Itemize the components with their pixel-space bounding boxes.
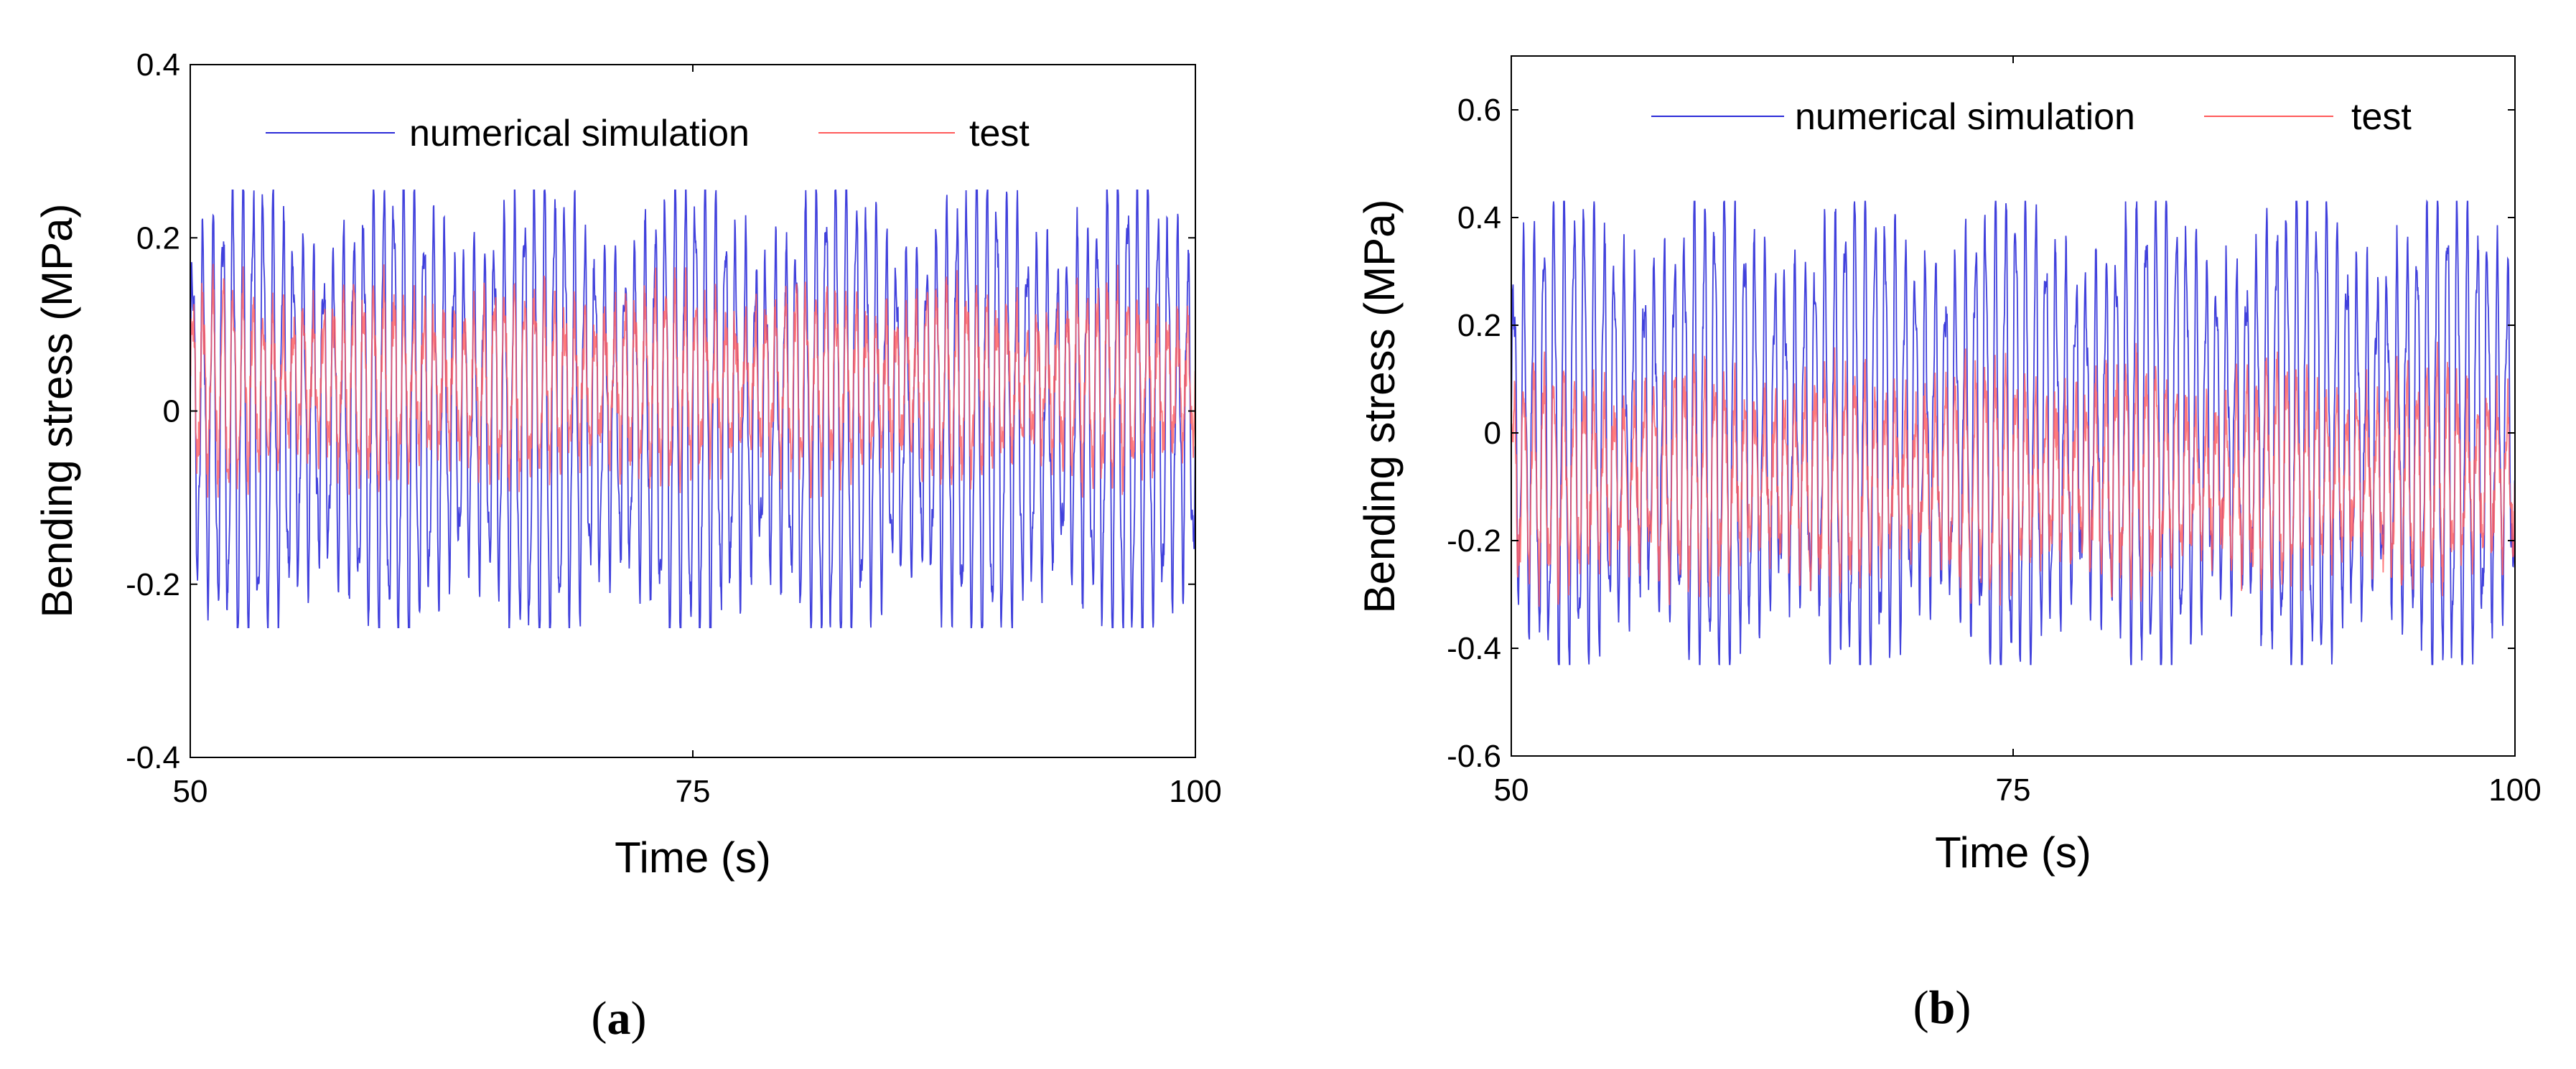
chart-panel-a: -0.4 -0.2 0 0.2 0.4 50 75 100 Time (s) B… <box>0 0 1285 1069</box>
panel-b-xtick-label: 75 <box>1996 772 2031 808</box>
panel-a-x-ticks <box>190 65 1196 757</box>
panel-a-xtick-label: 75 <box>676 774 711 809</box>
panel-a-ytick-label: 0 <box>163 394 180 429</box>
panel-b-x-axis-label: Time (s) <box>1935 828 2091 877</box>
panel-a-x-axis-label: Time (s) <box>615 834 771 882</box>
panel-a-ytick-label: 0.2 <box>136 220 180 256</box>
panel-a-legend-label-numerical-simulation: numerical simulation <box>409 113 750 154</box>
panel-a-series-layer <box>190 190 1196 628</box>
panel-b-ytick-label: 0.2 <box>1457 308 1501 343</box>
panel-a-xtick-label: 100 <box>1169 774 1221 809</box>
panel-a-caption-close: ) <box>631 992 647 1045</box>
panel-b-ytick-label: 0 <box>1484 416 1501 451</box>
panel-a-y-ticks <box>190 64 1195 758</box>
panel-b-caption-close: ) <box>1955 981 1971 1034</box>
panel-a-series-numerical-simulation <box>190 190 1196 628</box>
panel-b-xtick-label: 100 <box>2488 772 2541 808</box>
panel-b-y-axis-label: Bending stress (MPa) <box>1355 200 1404 614</box>
panel-a-ytick-label: -0.2 <box>126 567 180 602</box>
panel-b-ytick-label: -0.6 <box>1447 739 1501 774</box>
panel-b-caption-letter: b <box>1929 981 1956 1034</box>
panel-b-caption-open: ( <box>1913 981 1929 1034</box>
panel-b-ytick-label: 0.6 <box>1457 93 1501 128</box>
panel-a-ytick-label: -0.4 <box>126 740 180 775</box>
panel-b-series-layer <box>1511 199 2516 666</box>
panel-b-legend: numerical simulation test <box>1651 96 2412 138</box>
panel-a-caption-open: ( <box>592 992 607 1045</box>
panel-a-legend-label-test: test <box>969 113 1030 154</box>
chart-panel-b: -0.6 -0.4 -0.2 0 0.2 0.4 0.6 50 75 100 T… <box>1285 0 2576 1069</box>
panel-a-series-test <box>190 263 1196 498</box>
panel-a-xtick-label: 50 <box>173 774 208 809</box>
panel-a-caption-letter: a <box>607 992 631 1045</box>
panel-b-legend-label-numerical-simulation: numerical simulation <box>1795 96 2135 138</box>
panel-a-ytick-label: 0.4 <box>136 47 180 83</box>
panel-b-x-ticks <box>1511 56 2516 756</box>
panel-b-y-ticks <box>1511 109 2515 757</box>
panel-b-ytick-label: 0.4 <box>1457 200 1501 235</box>
panel-b-ytick-label: -0.2 <box>1447 523 1501 559</box>
panel-b-xtick-label: 50 <box>1494 772 1529 808</box>
panel-a-y-axis-label: Bending stress (MPa) <box>33 204 81 618</box>
panel-a-legend: numerical simulation test <box>266 113 1030 154</box>
panel-b-series-test <box>1511 341 2516 607</box>
panel-b-caption: (b) <box>1913 981 1971 1034</box>
panel-b-legend-label-test: test <box>2351 96 2412 138</box>
panel-b-ytick-label: -0.4 <box>1447 631 1501 666</box>
panel-a-caption: (a) <box>592 992 647 1045</box>
